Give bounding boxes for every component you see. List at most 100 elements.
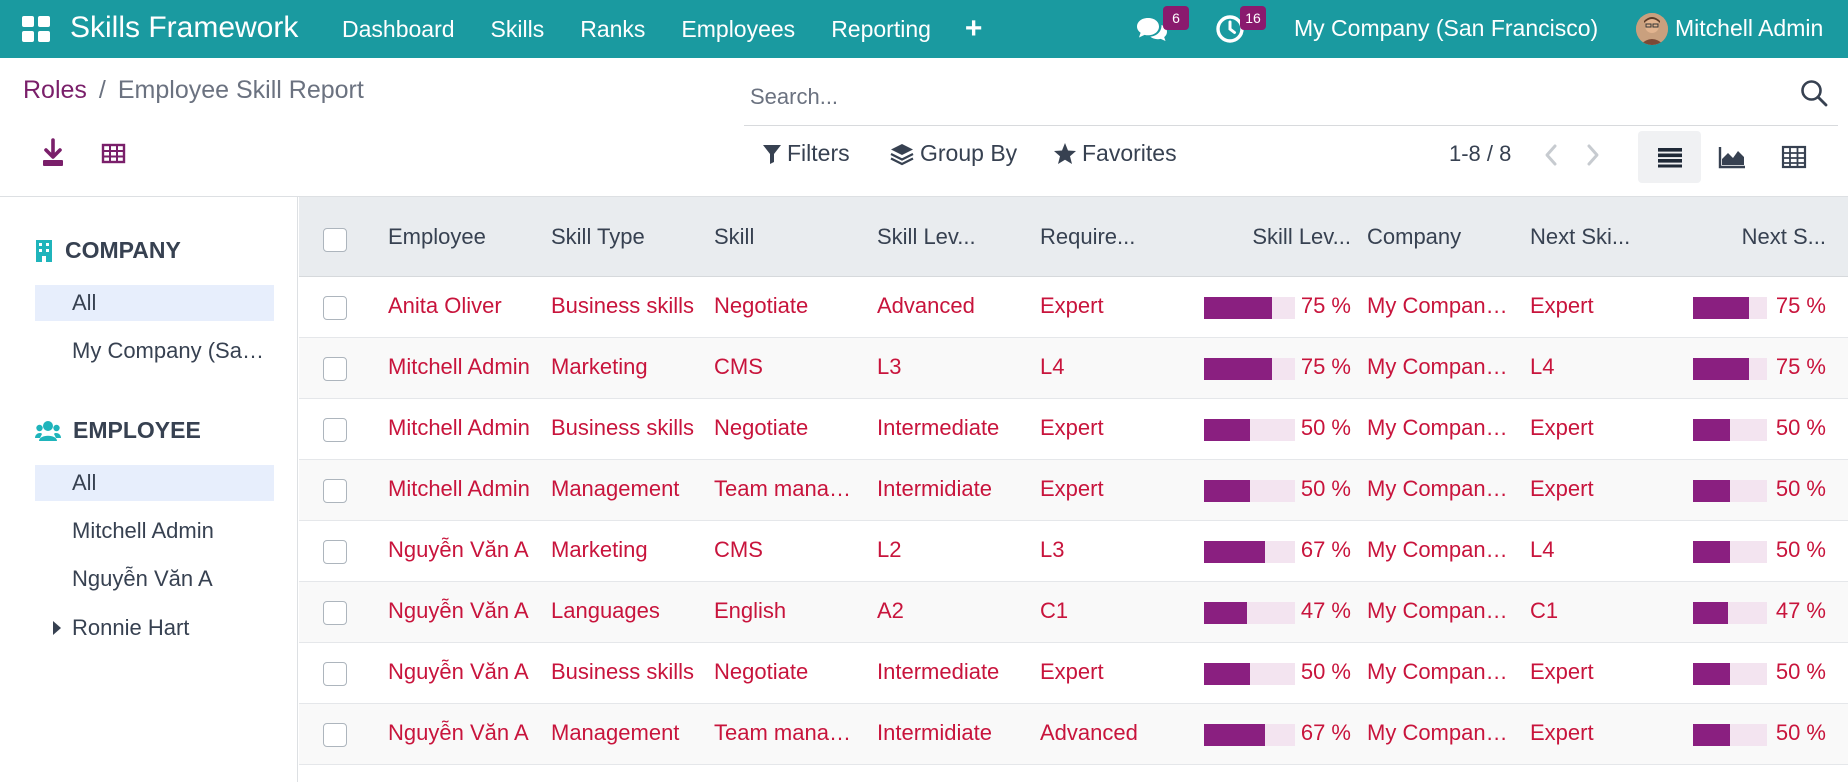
download-icon[interactable] [33,134,73,174]
select-all-checkbox[interactable] [323,228,347,252]
pager-next-icon[interactable] [1580,140,1604,170]
skill-progress-label: 67 % [1300,537,1351,562]
graph-view-button[interactable] [1700,131,1763,183]
company-switcher[interactable]: My Company (San Francisco) [1294,15,1599,41]
pager-value[interactable]: 1-8 / 8 [1449,141,1512,166]
skill-progress-label: 67 % [1300,720,1351,745]
pivot-view-button[interactable] [1762,131,1825,183]
next-skill-progress-bar [1693,541,1767,563]
employee-filter-mitchell-admin[interactable]: Mitchell Admin [72,518,214,543]
menu-dashboard[interactable]: Dashboard [342,15,455,42]
search-panel-sidebar: COMPANY All My Company (San Francisco) E… [0,197,298,782]
user-menu[interactable]: Mitchell Admin [1675,15,1824,41]
cell-skill-type: Marketing [551,537,648,562]
cell-company: My Company (San Francisco) [1367,293,1514,318]
row-checkbox[interactable] [323,357,347,381]
column-required-level[interactable]: Require... [1040,224,1136,249]
search-icon[interactable] [1799,78,1829,108]
cell-company: My Company (San Francisco) [1367,537,1514,562]
next-skill-progress-bar [1693,480,1767,502]
table-row[interactable]: Anita Oliver Business skills Negotiate Adva… [299,277,1848,338]
cell-next-skill-level: Expert [1530,476,1594,501]
table-row[interactable]: Mitchell Admin Business skills Negotiate In… [299,399,1848,460]
activities-count-badge: 16 [1240,6,1266,30]
next-skill-progress-bar [1693,663,1767,685]
skill-progress-label: 75 % [1300,354,1351,379]
table-row[interactable]: Nguyễn Văn A Marketing CMS L2 L3 67 % My Compa… [299,521,1848,582]
table-row[interactable]: Mitchell Admin Marketing CMS L3 L4 75 % My Com… [299,338,1848,399]
cell-employee: Nguyễn Văn A [388,537,529,562]
cell-skill-level: Intermediate [877,659,1000,684]
app-title[interactable]: Skills Framework [70,11,299,44]
skill-progress-fill [1204,480,1250,502]
pager-previous-icon[interactable] [1540,140,1564,170]
pivot-table-icon [1781,145,1806,169]
next-skill-progress-label: 50 % [1775,537,1826,562]
cell-employee: Nguyễn Văn A [388,659,529,684]
search-input[interactable] [750,80,1750,114]
company-filter-all[interactable]: All [35,285,274,321]
cell-skill-type: Business skills [551,415,695,440]
apps-menu-icon[interactable] [22,16,50,42]
skill-progress-label: 75 % [1300,293,1351,318]
column-company[interactable]: Company [1367,224,1462,249]
employee-filter-all[interactable]: All [35,465,274,501]
caret-right-icon[interactable] [52,621,62,635]
row-checkbox[interactable] [323,723,347,747]
column-next-skill-progress[interactable]: Next S... [1741,224,1826,249]
skill-progress-label: 47 % [1300,598,1351,623]
next-skill-progress-fill [1693,602,1728,624]
column-skill-level-progress[interactable]: Skill Lev... [1252,224,1351,249]
cell-skill-type: Business skills [551,293,695,318]
row-checkbox[interactable] [323,540,347,564]
search-bar [744,70,1838,126]
row-checkbox[interactable] [323,662,347,686]
skill-progress-bar [1204,602,1295,624]
column-employee[interactable]: Employee [388,224,486,249]
skill-progress-bar [1204,663,1295,685]
column-skill-level[interactable]: Skill Lev... [877,224,976,249]
company-filter-header: COMPANY [35,237,181,264]
area-chart-icon [1718,147,1745,169]
table-row[interactable]: Nguyễn Văn A Languages English A2 C1 47 % My C… [299,582,1848,643]
column-next-skill-level[interactable]: Next Ski... [1530,224,1631,249]
company-filter-my-company[interactable]: My Company (San Francisco) [72,338,274,363]
employee-filter-nguyen-van-a[interactable]: Nguyễn Văn A [72,566,213,591]
row-checkbox[interactable] [323,296,347,320]
menu-skills[interactable]: Skills [490,15,545,42]
next-skill-progress-bar [1693,297,1767,319]
next-skill-progress-fill [1693,419,1730,441]
chat-icon[interactable] [1136,16,1168,44]
add-menu-button[interactable]: + [964,12,983,45]
messages-count-badge: 6 [1163,6,1189,30]
breadcrumb-separator: / [98,76,106,104]
list-view-button[interactable] [1638,131,1701,183]
cell-required-level: L3 [1040,537,1065,562]
group-by-button[interactable]: Group By [889,140,1017,167]
column-skill-type[interactable]: Skill Type [551,224,645,249]
cell-skill: Team management [714,476,859,501]
row-checkbox[interactable] [323,418,347,442]
row-checkbox[interactable] [323,601,347,625]
next-skill-progress-label: 50 % [1775,720,1826,745]
menu-employees[interactable]: Employees [681,15,796,42]
breadcrumb-roles-link[interactable]: Roles [23,76,87,104]
row-checkbox[interactable] [323,479,347,503]
skill-progress-fill [1204,541,1265,563]
insert-in-spreadsheet-icon[interactable] [93,134,133,174]
table-row[interactable]: Mitchell Admin Management Team management I… [299,460,1848,521]
user-avatar[interactable] [1636,13,1668,45]
favorites-button[interactable]: Favorites [1053,140,1177,167]
cell-company: My Company (San Francisco) [1367,598,1514,623]
employee-filter-ronnie-hart[interactable]: Ronnie Hart [72,615,190,640]
next-skill-progress-fill [1693,724,1730,746]
cell-skill-level: Intermidiate [877,720,992,745]
menu-reporting[interactable]: Reporting [831,15,931,42]
table-row[interactable]: Nguyễn Văn A Management Team management Int… [299,704,1848,765]
cell-next-skill-level: Expert [1530,293,1594,318]
cell-required-level: Expert [1040,659,1104,684]
table-row[interactable]: Nguyễn Văn A Business skills Negotiate Inte… [299,643,1848,704]
menu-ranks[interactable]: Ranks [580,15,646,42]
column-skill[interactable]: Skill [714,224,755,249]
filters-button[interactable]: Filters [762,140,850,167]
